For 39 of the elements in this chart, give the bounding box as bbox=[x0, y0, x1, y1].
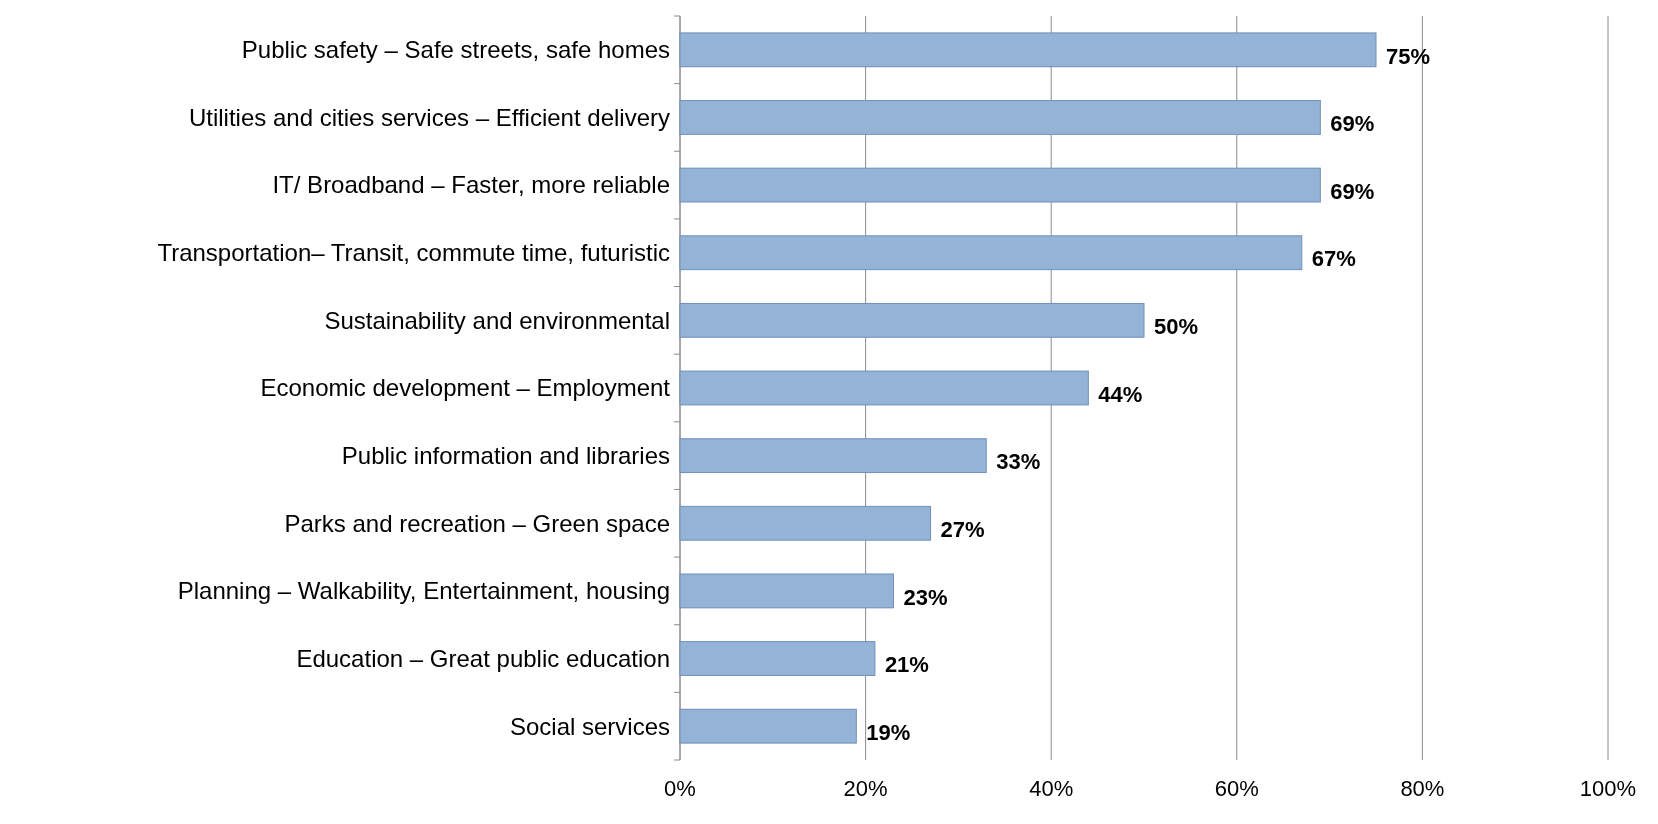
data-label: 50% bbox=[1154, 314, 1199, 340]
bar bbox=[679, 573, 894, 609]
bar bbox=[679, 167, 1321, 203]
data-label: 21% bbox=[884, 652, 929, 678]
bar bbox=[679, 438, 987, 474]
bar bbox=[679, 302, 1145, 338]
bar bbox=[679, 708, 857, 744]
data-label: 23% bbox=[903, 584, 948, 610]
bar bbox=[679, 370, 1089, 406]
data-label: 75% bbox=[1386, 43, 1431, 69]
x-tick-label: 80% bbox=[1400, 775, 1445, 801]
x-tick-label: 20% bbox=[843, 775, 888, 801]
y-tick-label: Education – Great public education bbox=[296, 644, 670, 672]
x-tick-label: 0% bbox=[664, 775, 696, 801]
x-tick-label: 100% bbox=[1579, 775, 1637, 801]
y-tick-label: Sustainability and environmental bbox=[324, 306, 670, 334]
y-tick-label: Planning – Walkability, Entertainment, housing bbox=[177, 577, 670, 605]
bar bbox=[679, 505, 932, 541]
data-label: 44% bbox=[1098, 381, 1143, 407]
y-tick-label: IT/ Broadband – Faster, more reliable bbox=[272, 171, 670, 199]
x-tick-label: 40% bbox=[1029, 775, 1074, 801]
y-tick-label: Economic development – Employment bbox=[260, 374, 671, 402]
data-label: 69% bbox=[1330, 111, 1375, 137]
data-label: 27% bbox=[940, 516, 985, 542]
y-tick-label: Social services bbox=[509, 712, 670, 740]
bar bbox=[679, 100, 1321, 135]
y-tick-label: Transportation– Transit, commute time, futuristic bbox=[157, 239, 670, 267]
data-label: 69% bbox=[1330, 178, 1375, 204]
y-tick-label: Utilities and cities services – Efficient delivery bbox=[188, 103, 670, 131]
bar bbox=[679, 235, 1303, 271]
y-tick-label: Parks and recreation – Green space bbox=[284, 509, 670, 537]
data-label: 67% bbox=[1311, 246, 1356, 272]
y-tick-label: Public information and libraries bbox=[341, 442, 670, 470]
data-label: 19% bbox=[866, 719, 911, 745]
x-tick-label: 60% bbox=[1214, 775, 1259, 801]
data-label: 33% bbox=[996, 449, 1041, 475]
bar bbox=[679, 641, 876, 676]
y-tick-label: Public safety – Safe streets, safe homes bbox=[241, 36, 670, 64]
bar bbox=[679, 32, 1377, 68]
